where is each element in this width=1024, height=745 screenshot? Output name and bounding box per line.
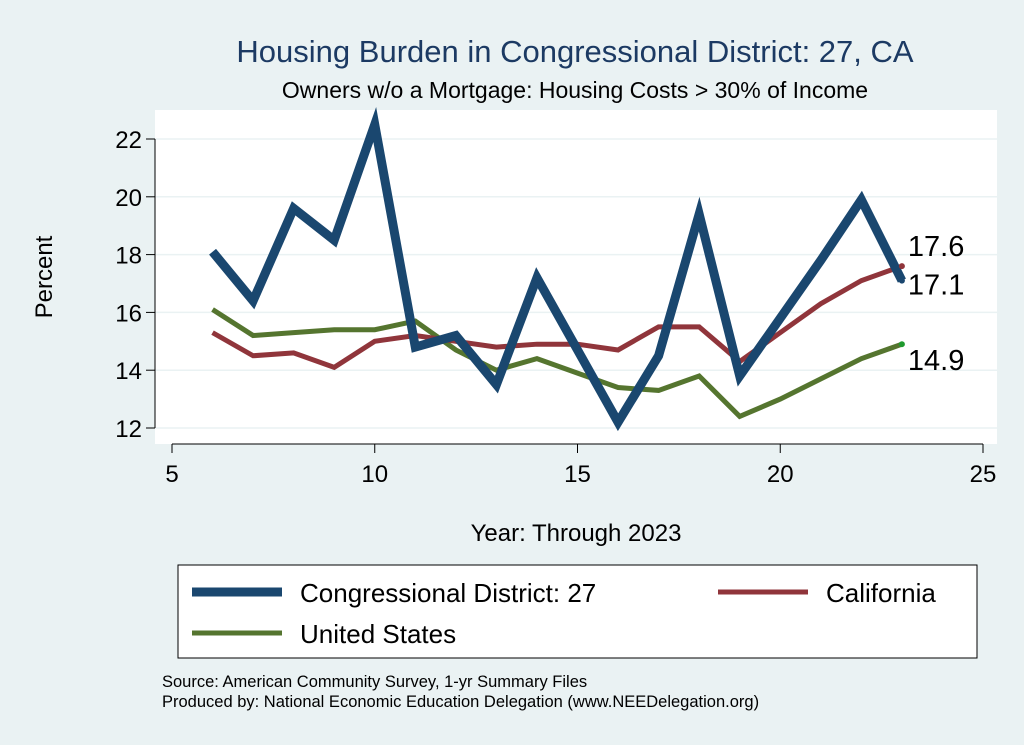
y-tick-label: 20 (115, 185, 142, 212)
axes: 12 14 16 18 20 22 5 10 15 20 25 (115, 127, 996, 488)
end-label-california: 17.6 (908, 231, 964, 263)
y-tick-label: 18 (115, 243, 142, 270)
plot-area (155, 110, 997, 444)
legend-label-us: United States (300, 619, 456, 649)
source-note: Source: American Community Survey, 1-yr … (162, 673, 587, 691)
y-tick-label: 14 (115, 358, 142, 385)
y-tick-label: 22 (115, 127, 142, 154)
x-axis-title: Year: Through 2023 (471, 520, 682, 547)
series-line-california (211, 263, 903, 371)
producer-note: Produced by: National Economic Education… (162, 693, 759, 711)
end-labels: 17.1 17.6 14.9 (908, 231, 964, 377)
legend: Congressional District: 27 California Un… (177, 564, 978, 659)
series-line-us (211, 307, 903, 420)
y-tick-label: 12 (115, 416, 142, 443)
x-tick-label: 25 (970, 461, 997, 488)
chart-subtitle: Owners w/o a Mortgage: Housing Costs > 3… (282, 77, 868, 103)
legend-label-california: California (826, 578, 936, 608)
legend-box (177, 564, 978, 659)
x-tick-label: 10 (361, 461, 388, 488)
end-marker-california (898, 263, 905, 270)
end-label-district: 17.1 (908, 270, 964, 302)
y-axis-title: Percent (31, 235, 58, 318)
series-lines (209, 107, 906, 432)
end-label-us: 14.9 (908, 345, 964, 377)
series-line-district (209, 107, 906, 432)
end-marker-us (898, 341, 905, 348)
x-tick-label: 15 (564, 461, 591, 488)
end-marker-district (898, 277, 905, 284)
legend-label-district: Congressional District: 27 (300, 578, 596, 608)
x-tick-label: 20 (767, 461, 794, 488)
x-tick-label: 5 (165, 461, 178, 488)
y-tick-label: 16 (115, 300, 142, 327)
chart-title: Housing Burden in Congressional District… (236, 34, 913, 69)
